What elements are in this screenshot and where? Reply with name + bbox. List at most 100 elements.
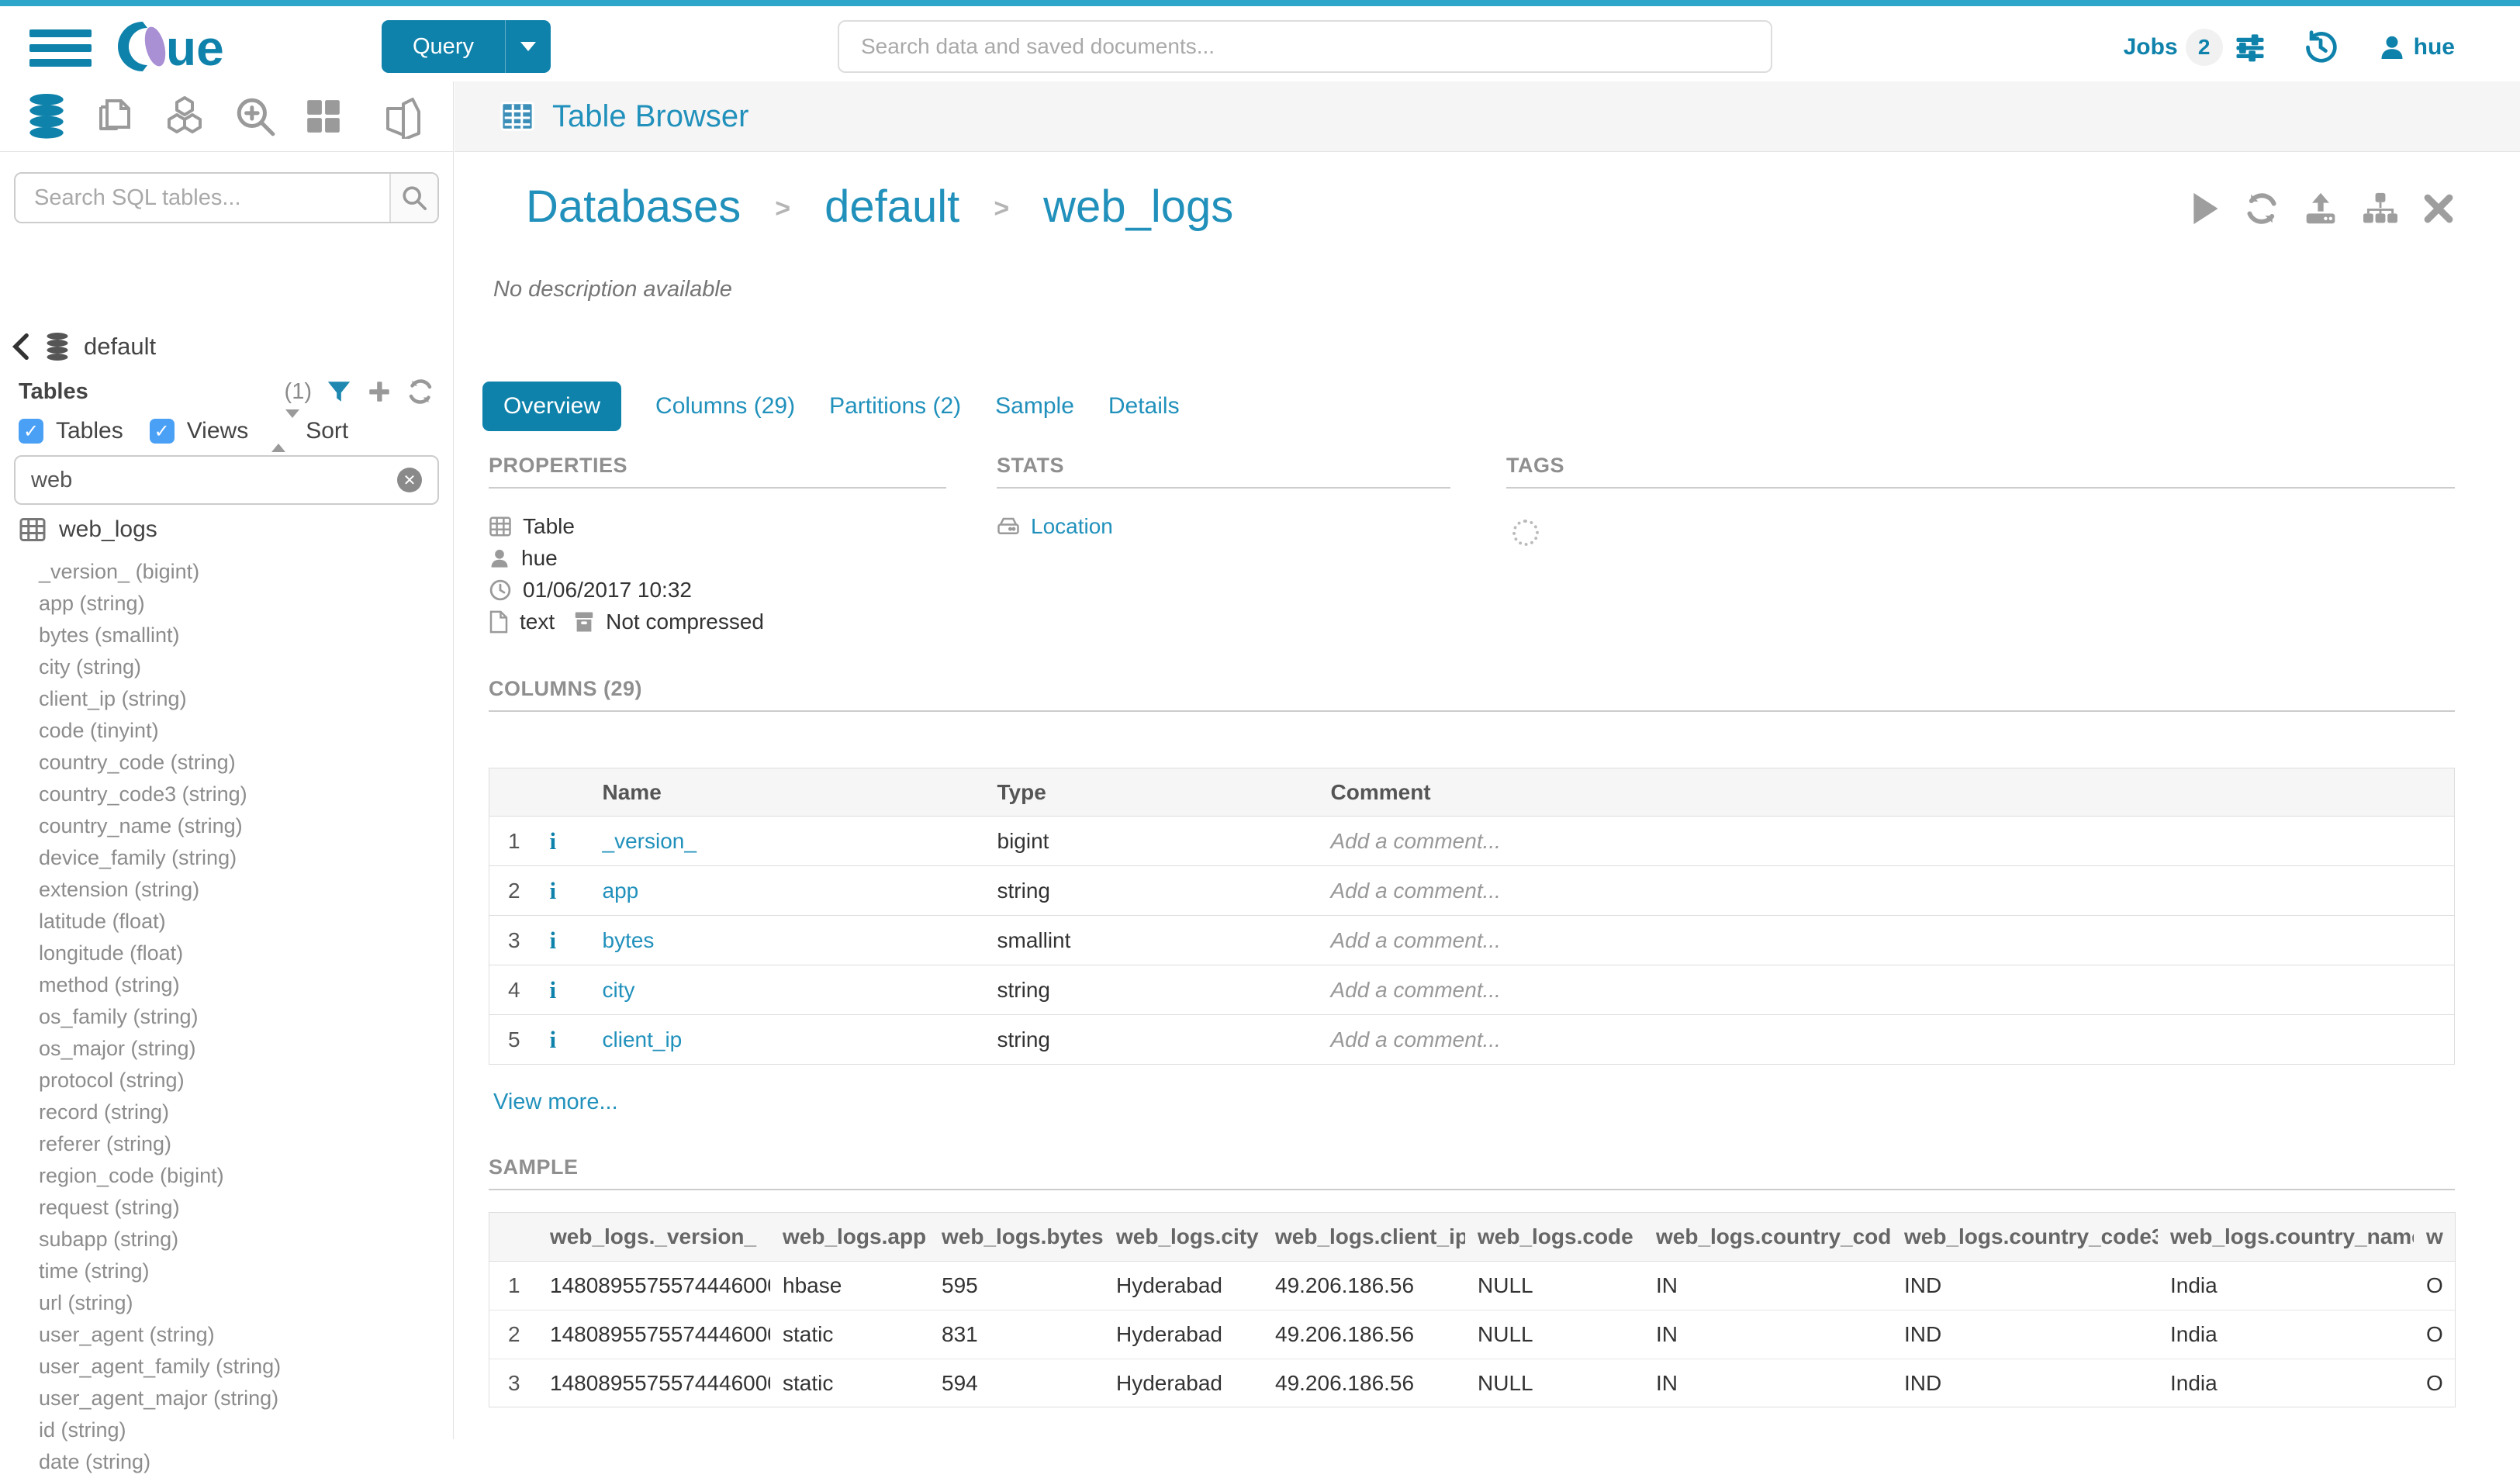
view-more-link[interactable]: View more... — [493, 1090, 618, 1115]
sitemap-icon[interactable] — [2362, 192, 2399, 226]
upload-icon[interactable] — [2303, 192, 2339, 226]
close-icon[interactable] — [2422, 192, 2455, 225]
apps-grid-icon[interactable] — [304, 97, 343, 136]
column-tree-item[interactable]: client_ip (string) — [39, 683, 447, 715]
jobs-count-badge[interactable]: 2 — [2186, 29, 2223, 66]
refresh-icon[interactable] — [406, 378, 434, 406]
column-tree-item[interactable]: user_agent_major (string) — [39, 1383, 447, 1414]
info-icon[interactable]: i — [550, 877, 557, 904]
column-tree-item[interactable]: os_major (string) — [39, 1033, 447, 1065]
column-tree-item[interactable]: latitude (float) — [39, 906, 447, 938]
column-tree-item[interactable]: url (string) — [39, 1287, 447, 1319]
breadcrumb-table[interactable]: web_logs — [1043, 181, 1233, 233]
tables-checkbox-label[interactable]: Tables — [56, 418, 123, 444]
stats-section: STATS Location — [997, 454, 1450, 542]
column-tree-item[interactable]: region_code (bigint) — [39, 1160, 447, 1192]
column-tree-item[interactable]: request (string) — [39, 1192, 447, 1224]
tables-checkbox[interactable]: ✓ — [19, 419, 43, 444]
breadcrumb-databases[interactable]: Databases — [526, 181, 741, 233]
info-icon[interactable]: i — [550, 927, 557, 954]
info-icon[interactable]: i — [550, 1026, 557, 1053]
column-tree-item[interactable]: device_family (string) — [39, 842, 447, 874]
column-tree-item[interactable]: subapp (string) — [39, 1224, 447, 1255]
user-menu[interactable]: hue — [2378, 33, 2455, 61]
column-tree-item[interactable]: _version_ (bigint) — [39, 556, 447, 588]
column-tree-item[interactable]: user_agent_family (string) — [39, 1351, 447, 1383]
info-icon[interactable]: i — [550, 976, 557, 1003]
sliders-icon[interactable] — [2234, 31, 2266, 64]
tab-overview[interactable]: Overview — [482, 382, 621, 431]
column-tree-item[interactable]: extension (string) — [39, 874, 447, 906]
column-name-link[interactable]: bytes — [590, 916, 985, 965]
jobs-link[interactable]: Jobs — [2124, 34, 2178, 60]
column-tree-item[interactable]: method (string) — [39, 969, 447, 1001]
column-tree-item[interactable]: code (tinyint) — [39, 715, 447, 747]
database-name[interactable]: default — [84, 333, 156, 361]
column-tree-item[interactable]: time (string) — [39, 1255, 447, 1287]
global-search-input[interactable] — [838, 20, 1772, 73]
sample-table-container[interactable]: web_logs._version_ web_logs.app web_logs… — [489, 1212, 2456, 1407]
column-name-link[interactable]: _version_ — [590, 817, 985, 866]
column-tree-item[interactable]: longitude (float) — [39, 938, 447, 969]
column-tree-item[interactable]: app (string) — [39, 588, 447, 620]
sql-table-search-input[interactable] — [16, 174, 389, 222]
column-tree-item[interactable]: referer (string) — [39, 1128, 447, 1160]
sample-table: web_logs._version_ web_logs.app web_logs… — [489, 1213, 2456, 1407]
location-link[interactable]: Location — [1031, 514, 1113, 539]
history-icon[interactable] — [2304, 30, 2338, 64]
cubes-icon[interactable] — [163, 95, 206, 138]
query-play-icon[interactable] — [2190, 192, 2221, 226]
property-format: text Not compressed — [489, 606, 946, 637]
table-tree-item[interactable]: web_logs — [19, 516, 157, 544]
column-name-link[interactable]: client_ip — [590, 1015, 985, 1065]
column-tree-item[interactable]: date (string) — [39, 1446, 447, 1478]
job-browser-icon[interactable] — [383, 94, 427, 139]
clear-filter-icon[interactable]: ✕ — [397, 468, 422, 492]
table-description[interactable]: No description available — [493, 277, 732, 302]
columns-section: COLUMNS (29) — [489, 677, 2455, 712]
hue-logo[interactable]: ue — [115, 17, 278, 76]
hamburger-menu-icon[interactable] — [29, 29, 92, 67]
info-icon[interactable]: i — [550, 827, 557, 855]
column-tree-item[interactable]: id (string) — [39, 1414, 447, 1446]
add-table-icon[interactable] — [366, 378, 392, 405]
refresh-table-icon[interactable] — [2244, 192, 2280, 226]
tab-partitions[interactable]: Partitions (2) — [829, 393, 961, 420]
views-checkbox-label[interactable]: Views — [187, 418, 248, 444]
views-checkbox[interactable]: ✓ — [150, 419, 175, 444]
column-comment[interactable]: Add a comment... — [1319, 1015, 2455, 1065]
column-tree-item[interactable]: os_family (string) — [39, 1001, 447, 1033]
column-name-link[interactable]: city — [590, 965, 985, 1015]
column-tree-item[interactable]: country_code3 (string) — [39, 779, 447, 810]
tab-sample[interactable]: Sample — [995, 393, 1074, 420]
query-dropdown-button[interactable] — [506, 42, 551, 51]
search-icon[interactable] — [389, 174, 437, 222]
table-row: 3 1480895575574446000 static 594 Hyderab… — [489, 1359, 2456, 1407]
column-tree-item[interactable]: record (string) — [39, 1096, 447, 1128]
sort-control[interactable]: Sort — [271, 418, 348, 444]
column-tree-item[interactable]: country_name (string) — [39, 810, 447, 842]
database-browser-icon[interactable] — [26, 92, 67, 140]
column-tree-item[interactable]: bytes (smallint) — [39, 620, 447, 651]
chevron-left-icon[interactable] — [11, 333, 31, 361]
column-comment[interactable]: Add a comment... — [1319, 916, 2455, 965]
tab-columns[interactable]: Columns (29) — [655, 393, 795, 420]
column-comment[interactable]: Add a comment... — [1319, 817, 2455, 866]
table-filter-input[interactable] — [31, 468, 397, 493]
column-tree-item[interactable]: country_code (string) — [39, 747, 447, 779]
table-name: web_logs — [59, 516, 157, 543]
documents-icon[interactable] — [95, 94, 135, 139]
clock-icon — [489, 578, 512, 602]
column-tree-item[interactable]: user_agent (string) — [39, 1319, 447, 1351]
column-comment[interactable]: Add a comment... — [1319, 965, 2455, 1015]
query-button[interactable]: Query — [382, 20, 551, 73]
column-tree-item[interactable]: city (string) — [39, 651, 447, 683]
tab-details[interactable]: Details — [1108, 393, 1180, 420]
sample-section-title: SAMPLE — [489, 1155, 2455, 1179]
filter-funnel-icon[interactable] — [326, 378, 352, 405]
column-tree-item[interactable]: protocol (string) — [39, 1065, 447, 1096]
column-name-link[interactable]: app — [590, 866, 985, 916]
column-comment[interactable]: Add a comment... — [1319, 866, 2455, 916]
breadcrumb-database[interactable]: default — [824, 181, 959, 233]
search-plus-icon[interactable] — [234, 95, 276, 137]
